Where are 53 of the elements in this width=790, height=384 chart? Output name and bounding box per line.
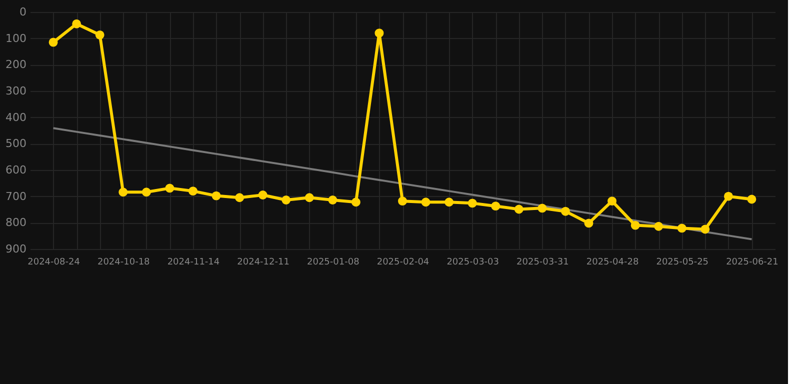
x-tick-label: 2025-06-21 (726, 258, 778, 268)
point (212, 191, 221, 200)
point (654, 222, 664, 231)
x-tick-label: 2024-10-18 (97, 258, 150, 268)
point (608, 196, 617, 206)
y-tick-label: 400 (6, 110, 26, 124)
line-series (52, 127, 753, 240)
point (700, 224, 710, 234)
x-tick-label: 2025-05-25 (656, 258, 709, 268)
point (142, 188, 151, 197)
point (165, 184, 174, 193)
point (351, 198, 360, 207)
point (304, 193, 314, 202)
point (398, 196, 407, 206)
point (421, 198, 430, 207)
y-tick-label: 700 (6, 190, 26, 203)
y-tick-label: 0 (20, 6, 26, 18)
point (677, 224, 686, 233)
y-tick-label: 300 (6, 84, 26, 98)
point (560, 206, 570, 216)
x-tick-label: 2024-12-11 (237, 258, 290, 268)
y-tick-label: 200 (6, 58, 26, 72)
point (374, 28, 384, 38)
x-tick-label: 2025-02-04 (376, 258, 430, 268)
point (48, 38, 58, 47)
point (118, 188, 128, 197)
point (188, 186, 198, 196)
point (538, 204, 547, 213)
point (630, 220, 640, 230)
point (747, 194, 756, 204)
x-tick-label: 2024-11-14 (167, 258, 220, 268)
point (491, 202, 500, 211)
y-tick-label: 500 (6, 137, 26, 150)
point (72, 19, 82, 28)
x-tick-label: 2025-04-28 (586, 258, 639, 268)
point (328, 196, 338, 204)
point (514, 204, 524, 214)
point (95, 30, 104, 40)
point (468, 198, 477, 208)
y-tick-label: 900 (6, 242, 26, 256)
y-tick-label: 800 (6, 216, 26, 230)
point (444, 198, 454, 207)
x-tick-label: 2025-03-03 (446, 258, 499, 268)
point (584, 218, 594, 228)
y-tick-label: 600 (6, 164, 26, 176)
point (282, 196, 291, 204)
y-tick-label: 100 (6, 32, 26, 45)
x-tick-label: 2024-08-24 (28, 258, 80, 268)
point (235, 193, 244, 202)
x-tick-label: 2025-03-31 (516, 258, 569, 268)
point (724, 192, 733, 201)
x-tick-label: 2025-01-08 (307, 258, 360, 268)
point (258, 190, 268, 200)
